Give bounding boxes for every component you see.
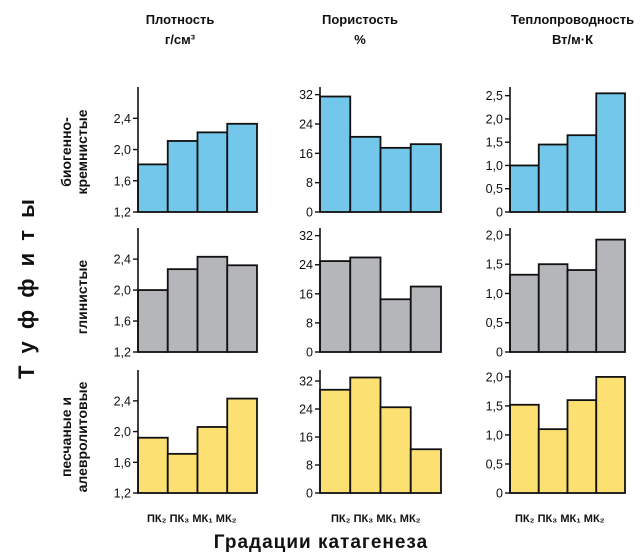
bar xyxy=(137,436,169,494)
bar xyxy=(509,403,540,494)
y-tick-label: 1,6 xyxy=(114,315,131,329)
bar xyxy=(137,163,169,213)
column-title-porosity: Пористость % xyxy=(295,10,425,50)
y-tick-label: 1,2 xyxy=(114,206,131,220)
y-tick-label: 0 xyxy=(306,206,313,220)
y-tick-label: 2,4 xyxy=(114,394,131,408)
y-tick-label: 1,5 xyxy=(486,136,503,150)
y-tick-label: 0,5 xyxy=(486,316,503,330)
y-tick-label: 0 xyxy=(496,206,503,220)
y-tick-label: 8 xyxy=(306,176,313,190)
y-tick-label: 1,0 xyxy=(486,428,503,442)
y-tick-label: 32 xyxy=(299,375,313,389)
bar xyxy=(196,255,229,353)
y-tick-label: 8 xyxy=(306,459,313,473)
bar xyxy=(349,256,382,353)
y-tick-label: 2,0 xyxy=(486,370,503,384)
bar xyxy=(319,260,352,353)
y-tick-label: 0 xyxy=(306,346,313,360)
bar xyxy=(509,273,540,353)
bar xyxy=(226,122,258,213)
bar xyxy=(349,135,382,213)
y-tick-label: 2,4 xyxy=(114,253,131,267)
y-tick-label: 2,0 xyxy=(114,284,131,298)
y-tick-label: 0,5 xyxy=(486,182,503,196)
x-ticks-col3: ПК₂ ПК₃ МК₁ МК₂ xyxy=(515,513,605,525)
bar xyxy=(166,140,199,213)
x-ticks-col1: ПК₂ ПК₃ МК₁ МК₂ xyxy=(147,513,237,525)
y-tick-label: 24 xyxy=(299,258,313,272)
bar xyxy=(566,269,598,353)
bar xyxy=(409,448,442,494)
bar xyxy=(595,92,626,213)
column-title-density-line2: г/см³ xyxy=(164,32,196,47)
bar xyxy=(196,131,229,213)
y-tick-label: 32 xyxy=(299,229,313,243)
column-title-density-line1: Плотность xyxy=(145,12,215,27)
bar xyxy=(166,268,199,353)
bar xyxy=(226,397,258,494)
y-tick-label: 2,5 xyxy=(486,89,503,103)
bar xyxy=(537,428,569,494)
y-tick-label: 0 xyxy=(496,346,503,360)
y-tick-label: 24 xyxy=(299,118,313,132)
y-tick-label: 2,0 xyxy=(486,112,503,126)
y-tick-label: 1,6 xyxy=(114,456,131,470)
y-tick-label: 32 xyxy=(299,88,313,102)
bar xyxy=(595,376,626,494)
y-tick-label: 1,0 xyxy=(486,159,503,173)
x-ticks-col2: ПК₂ ПК₃ МК₁ МК₂ xyxy=(331,513,421,525)
bar xyxy=(537,143,569,213)
y-tick-label: 2,0 xyxy=(114,143,131,157)
column-title-conductivity-line2: Вт/м·К xyxy=(551,32,594,47)
bar xyxy=(319,95,352,213)
column-title-conductivity-line1: Теплопроводность xyxy=(510,12,635,27)
y-tick-label: 0,5 xyxy=(486,457,503,471)
y-tick-label: 0 xyxy=(306,487,313,501)
bar xyxy=(349,376,382,494)
y-tick-label: 16 xyxy=(299,431,313,445)
y-tick-label: 2,0 xyxy=(114,425,131,439)
bar xyxy=(226,264,258,353)
y-tick-label: 8 xyxy=(306,316,313,330)
y-tick-label: 1,5 xyxy=(486,399,503,413)
bar xyxy=(409,143,442,213)
bar xyxy=(595,238,626,353)
bar xyxy=(379,406,412,494)
y-tick-label: 2,4 xyxy=(114,112,131,126)
column-title-porosity-line1: Пористость xyxy=(321,12,398,27)
bar xyxy=(137,289,169,353)
y-tick-label: 0 xyxy=(496,487,503,501)
y-tick-label: 16 xyxy=(299,147,313,161)
x-axis-title: Градации катагенеза xyxy=(213,532,429,553)
y-tick-label: 24 xyxy=(299,403,313,417)
y-tick-label: 1,5 xyxy=(486,258,503,272)
bar xyxy=(166,452,199,494)
bar xyxy=(379,146,412,213)
bar xyxy=(409,285,442,353)
bar xyxy=(196,426,229,494)
column-title-density: Плотность г/см³ xyxy=(115,10,245,50)
column-title-conductivity: Теплопроводность Вт/м·К xyxy=(505,10,640,50)
bar xyxy=(537,263,569,353)
y-tick-label: 2,0 xyxy=(486,228,503,242)
bar xyxy=(509,164,540,213)
y-tick-label: 16 xyxy=(299,287,313,301)
bar xyxy=(566,134,598,213)
column-title-porosity-line2: % xyxy=(354,32,366,47)
bar xyxy=(379,298,412,353)
y-tick-label: 1,2 xyxy=(114,346,131,360)
bar xyxy=(566,399,598,494)
y-tick-label: 1,6 xyxy=(114,174,131,188)
y-tick-label: 1,2 xyxy=(114,487,131,501)
y-tick-label: 1,0 xyxy=(486,287,503,301)
bar xyxy=(319,388,352,494)
